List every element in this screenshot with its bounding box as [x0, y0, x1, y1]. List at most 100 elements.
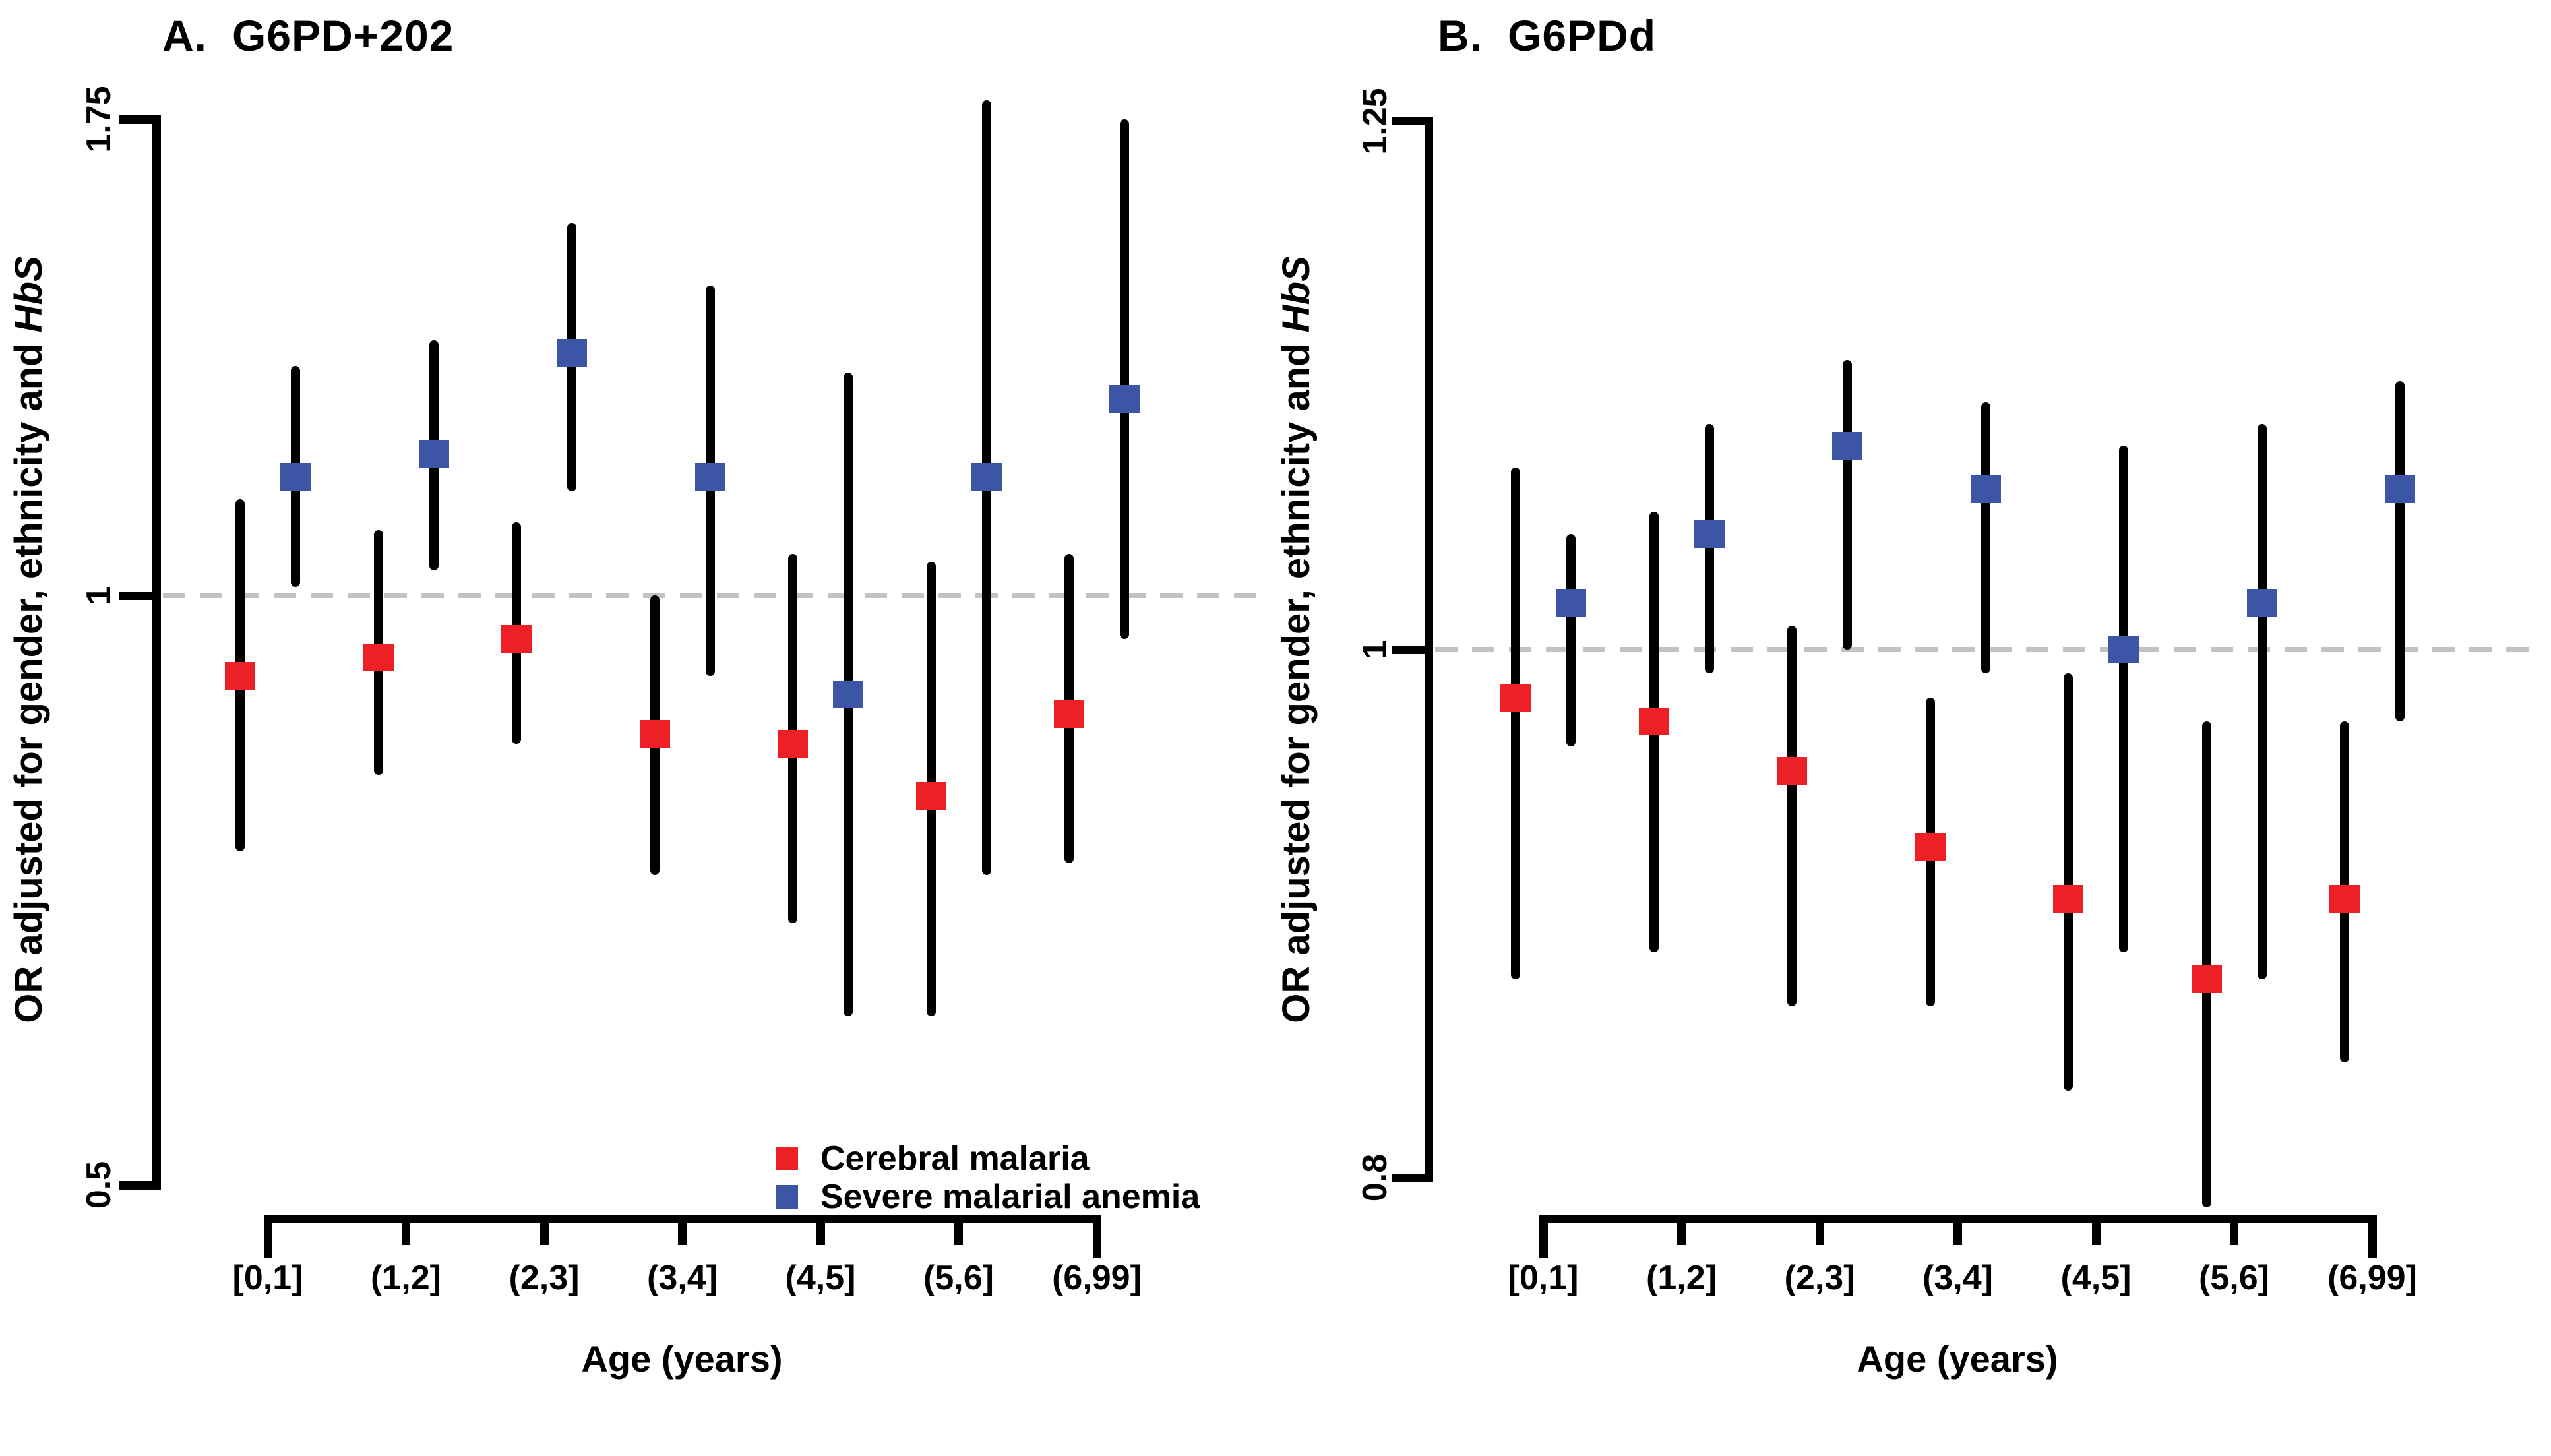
- y-tick-1: [1392, 645, 1429, 654]
- point-cerebral_malaria-(3,4]: [639, 719, 670, 748]
- x-tick-label-(1,2]: (1,2]: [371, 1259, 441, 1297]
- point-severe_malarial_anemia-(5,6]: [971, 462, 1002, 491]
- x-tick-[0,1]: [1539, 1214, 1548, 1258]
- point-cerebral_malaria-(6,99]: [2329, 885, 2360, 913]
- point-severe_malarial_anemia-(6,99]: [2385, 475, 2415, 504]
- legend-row-cerebral-malaria: Cerebral malaria: [776, 1139, 1200, 1178]
- ci-severe_malarial_anemia-(4,5]: [2119, 445, 2128, 952]
- legend-row-severe-malarial-anemia: Severe malarial anemia: [776, 1178, 1200, 1216]
- ci-severe_malarial_anemia-(5,6]: [2257, 423, 2267, 979]
- point-cerebral_malaria-(1,2]: [1638, 708, 1669, 736]
- legend-label-cerebral-malaria: Cerebral malaria: [820, 1139, 1090, 1178]
- x-tick-label-(6,99]: (6,99]: [1052, 1259, 1142, 1297]
- x-tick-label-(3,4]: (3,4]: [1922, 1259, 1993, 1297]
- y-tick-0.5: [119, 1180, 156, 1190]
- ci-severe_malarial_anemia-(6,99]: [1120, 119, 1129, 640]
- x-tick-(3,4]: [678, 1214, 687, 1245]
- x-tick-label-(5,6]: (5,6]: [923, 1259, 994, 1297]
- x-tick-(1,2]: [1677, 1214, 1686, 1245]
- y-tick-0.8: [1392, 1173, 1429, 1182]
- point-cerebral_malaria-(4,5]: [778, 729, 808, 758]
- x-tick-label-(5,6]: (5,6]: [2199, 1259, 2269, 1297]
- point-severe_malarial_anemia-(4,5]: [833, 681, 863, 709]
- x-tick-(1,2]: [402, 1214, 410, 1245]
- y-tick-1: [119, 591, 156, 600]
- y-tick-label-0.5: 0.5: [80, 1161, 118, 1209]
- legend-swatch-severe-malarial-anemia: [776, 1185, 798, 1209]
- point-severe_malarial_anemia-(3,4]: [694, 462, 725, 491]
- x-tick-label-(2,3]: (2,3]: [508, 1259, 580, 1297]
- point-cerebral_malaria-(2,3]: [1777, 757, 1807, 785]
- x-tick-(3,4]: [1953, 1214, 1962, 1245]
- point-cerebral_malaria-(2,3]: [501, 625, 532, 653]
- ci-cerebral_malaria-(2,3]: [1787, 626, 1797, 1007]
- point-cerebral_malaria-[0,1]: [225, 661, 255, 690]
- y-tick-label-0.8: 0.8: [1356, 1153, 1394, 1202]
- legend: Cerebral malaria Severe malarial anemia: [776, 1139, 1200, 1216]
- panel-a-y-axis-label: OR adjusted for gender, ethnicity and Hb…: [5, 79, 53, 1200]
- panel-a-title-text: G6PD+202: [232, 11, 454, 60]
- ci-severe_malarial_anemia-(3,4]: [1981, 402, 1990, 674]
- point-cerebral_malaria-(5,6]: [915, 782, 946, 810]
- ci-severe_malarial_anemia-[0,1]: [1566, 533, 1576, 746]
- y-axis-line: [1424, 117, 1433, 1182]
- x-tick-label-(4,5]: (4,5]: [2060, 1259, 2132, 1297]
- point-severe_malarial_anemia-[0,1]: [280, 462, 311, 491]
- x-tick-label-(1,2]: (1,2]: [1646, 1259, 1717, 1297]
- point-cerebral_malaria-(4,5]: [2053, 885, 2083, 913]
- panel-a-x-axis-label: Age (years): [581, 1338, 783, 1380]
- ci-severe_malarial_anemia-(1,2]: [1704, 423, 1714, 674]
- point-severe_malarial_anemia-(1,2]: [418, 440, 449, 469]
- ci-severe_malarial_anemia-(2,3]: [1843, 360, 1852, 650]
- x-tick-label-(6,99]: (6,99]: [2327, 1259, 2417, 1297]
- y-tick-label-1.25: 1.25: [1356, 88, 1394, 155]
- point-cerebral_malaria-[0,1]: [1500, 683, 1531, 712]
- ci-severe_malarial_anemia-(6,99]: [2395, 381, 2405, 722]
- point-severe_malarial_anemia-(6,99]: [1109, 384, 1140, 413]
- panel-a-y-axis-label-text: OR adjusted for gender, ethnicity and: [7, 332, 50, 1023]
- panel-b-y-axis-label-text: OR adjusted for gender, ethnicity and: [1275, 332, 1318, 1023]
- point-severe_malarial_anemia-(5,6]: [2246, 588, 2277, 617]
- x-tick-(5,6]: [2230, 1214, 2238, 1245]
- legend-label-severe-malarial-anemia: Severe malarial anemia: [820, 1178, 1200, 1216]
- x-tick-(4,5]: [2091, 1214, 2101, 1245]
- x-tick-(6,99]: [1092, 1214, 1101, 1258]
- x-tick-label-[0,1]: [0,1]: [1508, 1259, 1579, 1297]
- x-tick-[0,1]: [263, 1214, 272, 1258]
- x-tick-(4,5]: [816, 1214, 825, 1245]
- panel-b-letter: B.: [1438, 11, 1483, 60]
- x-tick-(6,99]: [2368, 1214, 2377, 1258]
- panel-b-y-axis-label: OR adjusted for gender, ethnicity and Hb…: [1273, 79, 1320, 1200]
- legend-swatch-cerebral-malaria: [776, 1147, 798, 1170]
- point-severe_malarial_anemia-(4,5]: [2108, 636, 2139, 663]
- y-tick-label-1: 1: [80, 586, 118, 605]
- y-tick-label-1.75: 1.75: [80, 86, 118, 153]
- panel-a-letter: A.: [162, 11, 207, 60]
- panel-b-title: B. G6PDd: [1438, 11, 1656, 61]
- point-cerebral_malaria-(5,6]: [2191, 965, 2222, 993]
- x-tick-(2,3]: [539, 1214, 549, 1245]
- point-severe_malarial_anemia-(2,3]: [557, 339, 587, 367]
- y-axis-line: [152, 115, 161, 1190]
- x-tick-label-(2,3]: (2,3]: [1784, 1259, 1855, 1297]
- point-cerebral_malaria-(3,4]: [1915, 833, 1946, 861]
- point-severe_malarial_anemia-(3,4]: [1970, 475, 2001, 504]
- x-tick-label-(4,5]: (4,5]: [785, 1259, 856, 1297]
- point-severe_malarial_anemia-(1,2]: [1694, 520, 1725, 548]
- y-tick-1.25: [1392, 117, 1429, 126]
- panel-b-x-axis-label: Age (years): [1857, 1338, 2058, 1380]
- x-tick-label-[0,1]: [0,1]: [232, 1259, 303, 1297]
- panel-b-title-text: G6PDd: [1508, 11, 1657, 60]
- x-tick-(2,3]: [1815, 1214, 1824, 1245]
- point-severe_malarial_anemia-(2,3]: [1832, 431, 1862, 460]
- panel-a-y-axis-label-italic: HbS: [7, 256, 50, 333]
- ci-cerebral_malaria-[0,1]: [1511, 467, 1520, 979]
- point-cerebral_malaria-(6,99]: [1054, 700, 1084, 728]
- x-tick-(5,6]: [954, 1214, 963, 1245]
- panel-b-y-axis-label-italic: HbS: [1275, 256, 1318, 333]
- point-cerebral_malaria-(1,2]: [363, 643, 394, 671]
- y-tick-label-1: 1: [1356, 640, 1394, 659]
- point-severe_malarial_anemia-[0,1]: [1556, 588, 1586, 617]
- ci-cerebral_malaria-(4,5]: [2064, 673, 2073, 1091]
